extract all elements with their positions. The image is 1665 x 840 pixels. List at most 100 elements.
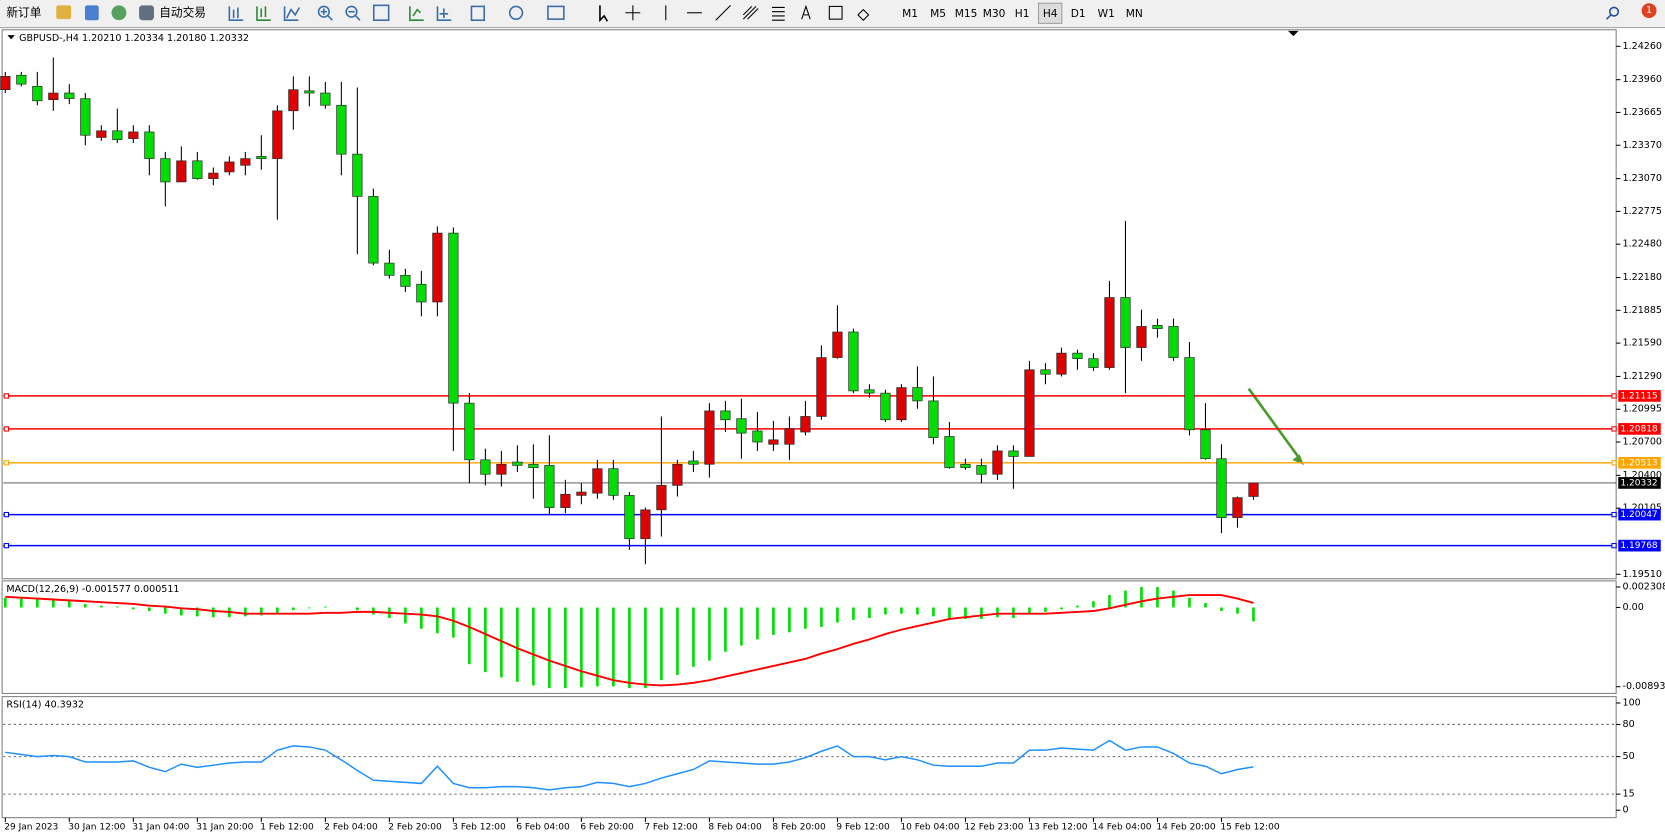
y-tick-label: 1.20700 <box>1623 437 1662 448</box>
icon[interactable] <box>283 6 301 22</box>
x-tick-label: 12 Feb 23:00 <box>964 823 1023 833</box>
icon[interactable] <box>256 6 271 22</box>
candle-body <box>688 460 699 465</box>
icon[interactable] <box>857 8 870 21</box>
x-tick-label: 14 Feb 20:00 <box>1156 823 1215 833</box>
candle-body <box>496 463 507 475</box>
icon[interactable] <box>715 4 731 21</box>
line-handle <box>3 511 10 518</box>
x-tick-label: 30 Jan 12:00 <box>68 823 125 833</box>
timeframe-button[interactable]: H4 <box>1043 7 1058 20</box>
candle-body <box>1024 369 1035 457</box>
candle-body <box>1040 369 1051 375</box>
candle-body <box>1136 326 1147 348</box>
icon[interactable] <box>771 6 785 21</box>
candle-body <box>1232 497 1243 518</box>
candle-body <box>816 357 827 417</box>
x-tick-label: 9 Feb 12:00 <box>836 823 890 833</box>
icon[interactable] <box>742 6 759 20</box>
x-tick-label: 6 Feb 20:00 <box>580 823 634 833</box>
candle-body <box>176 160 187 183</box>
auto-trading-button[interactable]: 自动交易 <box>159 5 206 19</box>
icon[interactable] <box>139 5 154 21</box>
icon[interactable] <box>436 6 452 22</box>
x-tick-label: 8 Feb 04:00 <box>708 823 762 833</box>
y-tick-label: 1.23665 <box>1623 107 1662 118</box>
candle-body <box>432 232 443 303</box>
y-tick-label: 1.20995 <box>1623 404 1662 415</box>
candle-body <box>928 400 939 438</box>
icon[interactable] <box>409 6 424 22</box>
notification-count: 1 <box>1646 5 1652 16</box>
indicator-title: MACD(12,26,9) -0.001577 0.000511 <box>6 584 179 595</box>
new-order-button[interactable]: 新订单 <box>6 5 41 19</box>
search-icon[interactable] <box>1608 6 1620 17</box>
candle-body <box>416 283 427 303</box>
icon[interactable] <box>345 5 358 18</box>
timeframe-button[interactable]: M1 <box>902 7 918 20</box>
timeframe-button[interactable]: M5 <box>930 7 946 20</box>
candle-body <box>256 156 267 159</box>
candle-body <box>960 463 971 468</box>
price-tag <box>1618 456 1661 469</box>
icon[interactable] <box>348 10 361 21</box>
y-tick-label: 1.21885 <box>1623 305 1662 316</box>
line-handle <box>1611 460 1617 466</box>
icon[interactable] <box>470 5 486 22</box>
timeframe-button[interactable]: M30 <box>983 7 1006 20</box>
shift-marker <box>1288 30 1299 37</box>
annotation-arrow <box>1247 387 1301 460</box>
icon[interactable] <box>599 5 609 23</box>
candle-body <box>1248 482 1259 497</box>
line-handle <box>1611 426 1617 432</box>
icon[interactable] <box>317 5 330 18</box>
notification-badge[interactable] <box>1641 3 1657 19</box>
y-tick-label: 1.23960 <box>1623 74 1662 85</box>
candle-body <box>304 90 315 94</box>
x-tick-label: 1 Feb 12:00 <box>260 823 314 833</box>
icon[interactable] <box>801 4 811 20</box>
candle-body <box>656 485 667 511</box>
candle-body <box>128 131 139 139</box>
candle-body <box>448 232 459 404</box>
timeframe-button[interactable]: W1 <box>1098 7 1115 20</box>
price-tag <box>1618 508 1661 521</box>
icon[interactable] <box>84 5 99 21</box>
y-tick-label: 1.21290 <box>1623 371 1662 382</box>
candle-body <box>464 402 475 461</box>
icon[interactable] <box>228 6 244 22</box>
y-tick-label: 0 <box>1623 805 1629 816</box>
candle-body <box>1152 325 1163 329</box>
line-handle <box>1611 542 1617 549</box>
timeframe-button[interactable]: MN <box>1126 7 1143 20</box>
icon[interactable] <box>56 5 72 20</box>
timeframe-button[interactable]: H1 <box>1015 7 1030 20</box>
icon[interactable] <box>625 5 641 21</box>
candle-body <box>944 436 955 468</box>
candle-body <box>976 465 987 475</box>
icon[interactable] <box>828 5 843 20</box>
candle-body <box>1184 357 1195 431</box>
chart-header: GBPUSD-,H4 1.20210 1.20334 1.20180 1.203… <box>19 33 249 44</box>
y-tick-label: 80 <box>1623 719 1635 730</box>
candle-body <box>64 92 75 99</box>
icon[interactable] <box>372 4 390 22</box>
x-tick-label: 7 Feb 12:00 <box>644 823 698 833</box>
icon[interactable] <box>547 5 565 20</box>
candle-body <box>80 98 91 136</box>
line-handle <box>3 426 10 432</box>
timeframe-button[interactable]: D1 <box>1071 7 1086 20</box>
icon[interactable] <box>320 8 333 21</box>
search-icon[interactable] <box>1606 14 1612 20</box>
x-tick-label: 29 Jan 2023 <box>4 823 58 833</box>
candle-body <box>1008 450 1019 457</box>
y-tick-label: 1.23370 <box>1623 140 1662 151</box>
price-tag-label: 1.20513 <box>1620 458 1658 468</box>
candle-body <box>352 153 363 197</box>
candle-body <box>512 461 523 466</box>
icon[interactable] <box>111 5 127 21</box>
timeframe-button[interactable]: M15 <box>955 7 978 20</box>
x-tick-label: 13 Feb 12:00 <box>1028 823 1087 833</box>
icon[interactable] <box>508 5 524 20</box>
